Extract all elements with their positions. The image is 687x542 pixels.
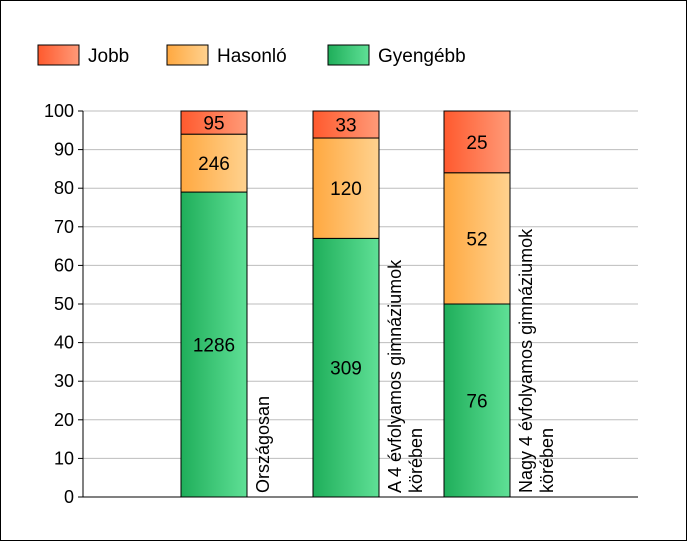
y-tick-label: 90 (54, 140, 74, 160)
legend-label: Gyengébb (378, 46, 466, 67)
y-axis: 0 10 20 30 40 50 60 70 80 90 100 (44, 101, 638, 507)
legend-swatch-hasonló (166, 44, 209, 66)
bar-segment-hasonló (312, 137, 380, 239)
y-tick-label: 80 (54, 178, 74, 198)
y-tick-label: 60 (54, 255, 74, 275)
bar-segment-hasonló (443, 172, 511, 305)
data-label: 33 (335, 116, 356, 137)
bars: 1286 246 95 309 120 33 76 52 25 (180, 110, 511, 498)
y-tick-label: 20 (54, 410, 74, 430)
category-label-line: körében (537, 428, 557, 493)
data-label: 95 (203, 114, 224, 135)
category-label: Országosan (253, 396, 273, 493)
category-label-line: körében (406, 428, 426, 493)
category-label: A 4 évfolyamos gimnáziumokkörében (385, 259, 426, 493)
bar-segment-gyengébb (180, 191, 248, 498)
legend-swatch-jobb (37, 44, 80, 66)
category-labels: Országosan A 4 évfolyamos gimnáziumokköré… (253, 228, 557, 493)
y-tick-label: 40 (54, 333, 74, 353)
y-tick-label: 70 (54, 217, 74, 237)
category-label-line: Országosan (253, 396, 273, 493)
y-tick-label: 10 (54, 448, 74, 468)
bar-segment-hasonló (180, 133, 248, 193)
data-label: 246 (198, 154, 230, 175)
legend-label: Hasonló (217, 46, 287, 67)
category-label-line: A 4 évfolyamos gimnáziumok (385, 259, 405, 493)
bar-segment-jobb (312, 110, 380, 139)
bar-segment-jobb (443, 110, 511, 174)
bar-segment-gyengébb (312, 237, 380, 498)
legend: Jobb Hasonló Gyengébb (37, 44, 466, 67)
data-label: 52 (466, 229, 487, 250)
data-label: 76 (466, 392, 487, 413)
category-label-line: Nagy 4 évfolyamos gimnáziumok (516, 228, 536, 493)
legend-swatch-gyengébb (327, 44, 370, 66)
y-tick-label: 0 (64, 487, 74, 507)
data-label: 309 (330, 359, 362, 380)
data-label: 120 (330, 179, 362, 200)
data-label: 25 (466, 133, 487, 154)
legend-label: Jobb (88, 46, 129, 67)
y-tick-label: 50 (54, 294, 74, 314)
y-tick-label: 100 (44, 101, 74, 121)
bar-segment-jobb (180, 110, 248, 135)
data-label: 1286 (193, 336, 235, 357)
y-tick-label: 30 (54, 371, 74, 391)
bar-segment-gyengébb (443, 303, 511, 498)
category-label: Nagy 4 évfolyamos gimnáziumokkörében (516, 228, 557, 493)
